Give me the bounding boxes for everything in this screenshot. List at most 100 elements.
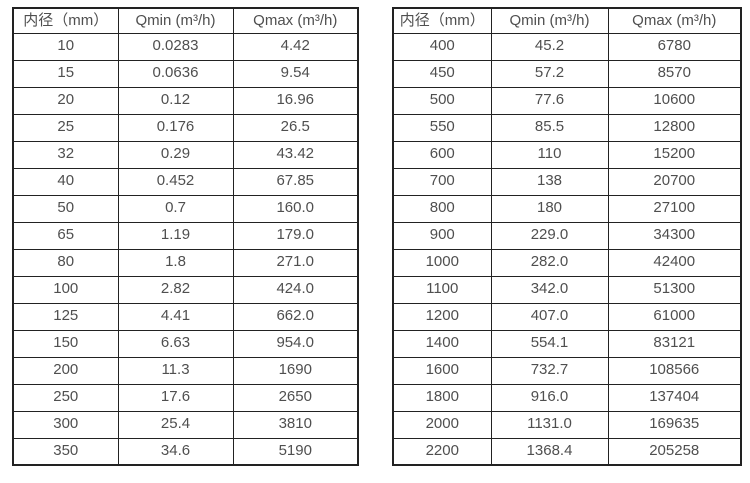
table-cell: 662.0: [232, 302, 359, 331]
table-cell: 954.0: [232, 329, 359, 358]
table-cell: 1600: [392, 356, 492, 385]
table-row: 100 2.82 424.0: [12, 275, 359, 304]
table-cell: 2200: [392, 437, 492, 466]
table-cell: 407.0: [490, 302, 609, 331]
table-row: 700 138 20700: [392, 167, 742, 196]
table-cell: 15: [12, 59, 119, 88]
table-row: 450 57.2 8570: [392, 59, 742, 88]
table-cell: 0.12: [117, 86, 234, 115]
table-cell: 0.7: [117, 194, 234, 223]
table-row: 800 180 27100: [392, 194, 742, 223]
table-cell: 20700: [607, 167, 742, 196]
table-row: 2200 1368.4 205258: [392, 437, 742, 466]
column-header: Qmax (m³/h): [607, 7, 742, 34]
table-cell: 229.0: [490, 221, 609, 250]
table-cell: 10600: [607, 86, 742, 115]
table-cell: 0.452: [117, 167, 234, 196]
table-cell: 100: [12, 275, 119, 304]
table-cell: 43.42: [232, 140, 359, 169]
table-cell: 4.42: [232, 32, 359, 61]
table-cell: 2.82: [117, 275, 234, 304]
table-cell: 40: [12, 167, 119, 196]
column-header: Qmin (m³/h): [117, 7, 234, 34]
table-row: 900 229.0 34300: [392, 221, 742, 250]
table-cell: 700: [392, 167, 492, 196]
table-cell: 137404: [607, 383, 742, 412]
table-cell: 77.6: [490, 86, 609, 115]
table-cell: 554.1: [490, 329, 609, 358]
table-cell: 61000: [607, 302, 742, 331]
table-cell: 80: [12, 248, 119, 277]
header-row: 内径（mm） Qmin (m³/h) Qmax (m³/h): [392, 7, 742, 34]
table-cell: 271.0: [232, 248, 359, 277]
table-cell: 180: [490, 194, 609, 223]
table-cell: 2650: [232, 383, 359, 412]
table-cell: 250: [12, 383, 119, 412]
table-cell: 108566: [607, 356, 742, 385]
table-cell: 8570: [607, 59, 742, 88]
table-cell: 26.5: [232, 113, 359, 142]
table-row: 80 1.8 271.0: [12, 248, 359, 277]
table-cell: 1690: [232, 356, 359, 385]
flow-table-small-diameters: 内径（mm） Qmin (m³/h) Qmax (m³/h) 10 0.0283 4.4…: [12, 7, 359, 466]
table-cell: 85.5: [490, 113, 609, 142]
table-cell: 0.29: [117, 140, 234, 169]
table-row: 25 0.176 26.5: [12, 113, 359, 142]
table-row: 200 11.3 1690: [12, 356, 359, 385]
table-row: 1400 554.1 83121: [392, 329, 742, 358]
table-cell: 34300: [607, 221, 742, 250]
table-cell: 1.19: [117, 221, 234, 250]
table-cell: 2000: [392, 410, 492, 439]
table-row: 1000 282.0 42400: [392, 248, 742, 277]
table-cell: 1368.4: [490, 437, 609, 466]
table-row: 50 0.7 160.0: [12, 194, 359, 223]
table-row: 600 110 15200: [392, 140, 742, 169]
table-row: 1200 407.0 61000: [392, 302, 742, 331]
table-cell: 25: [12, 113, 119, 142]
table-cell: 50: [12, 194, 119, 223]
table-cell: 16.96: [232, 86, 359, 115]
column-header: Qmin (m³/h): [490, 7, 609, 34]
table-cell: 12800: [607, 113, 742, 142]
table-cell: 65: [12, 221, 119, 250]
table-row: 1100 342.0 51300: [392, 275, 742, 304]
table-cell: 900: [392, 221, 492, 250]
flow-table-large-diameters: 内径（mm） Qmin (m³/h) Qmax (m³/h) 400 45.2 6780…: [392, 7, 742, 466]
table-cell: 1131.0: [490, 410, 609, 439]
table-cell: 1000: [392, 248, 492, 277]
table-cell: 424.0: [232, 275, 359, 304]
table-cell: 125: [12, 302, 119, 331]
table-cell: 282.0: [490, 248, 609, 277]
header-row: 内径（mm） Qmin (m³/h) Qmax (m³/h): [12, 7, 359, 34]
table-row: 65 1.19 179.0: [12, 221, 359, 250]
table-row: 15 0.0636 9.54: [12, 59, 359, 88]
table-cell: 57.2: [490, 59, 609, 88]
table-cell: 32: [12, 140, 119, 169]
table-cell: 300: [12, 410, 119, 439]
table-row: 32 0.29 43.42: [12, 140, 359, 169]
table-cell: 4.41: [117, 302, 234, 331]
column-header: 内径（mm）: [12, 7, 119, 34]
table-row: 350 34.6 5190: [12, 437, 359, 466]
table-row: 40 0.452 67.85: [12, 167, 359, 196]
table-cell: 138: [490, 167, 609, 196]
table-cell: 350: [12, 437, 119, 466]
table-row: 125 4.41 662.0: [12, 302, 359, 331]
table-row: 250 17.6 2650: [12, 383, 359, 412]
table-cell: 17.6: [117, 383, 234, 412]
column-header: 内径（mm）: [392, 7, 492, 34]
table-cell: 27100: [607, 194, 742, 223]
table-row: 300 25.4 3810: [12, 410, 359, 439]
table-cell: 1800: [392, 383, 492, 412]
table-cell: 6780: [607, 32, 742, 61]
table-row: 10 0.0283 4.42: [12, 32, 359, 61]
table-cell: 3810: [232, 410, 359, 439]
table-row: 400 45.2 6780: [392, 32, 742, 61]
table-cell: 179.0: [232, 221, 359, 250]
table-cell: 200: [12, 356, 119, 385]
table-cell: 34.6: [117, 437, 234, 466]
table-cell: 150: [12, 329, 119, 358]
table-cell: 450: [392, 59, 492, 88]
table-row: 1600 732.7 108566: [392, 356, 742, 385]
table-row: 150 6.63 954.0: [12, 329, 359, 358]
